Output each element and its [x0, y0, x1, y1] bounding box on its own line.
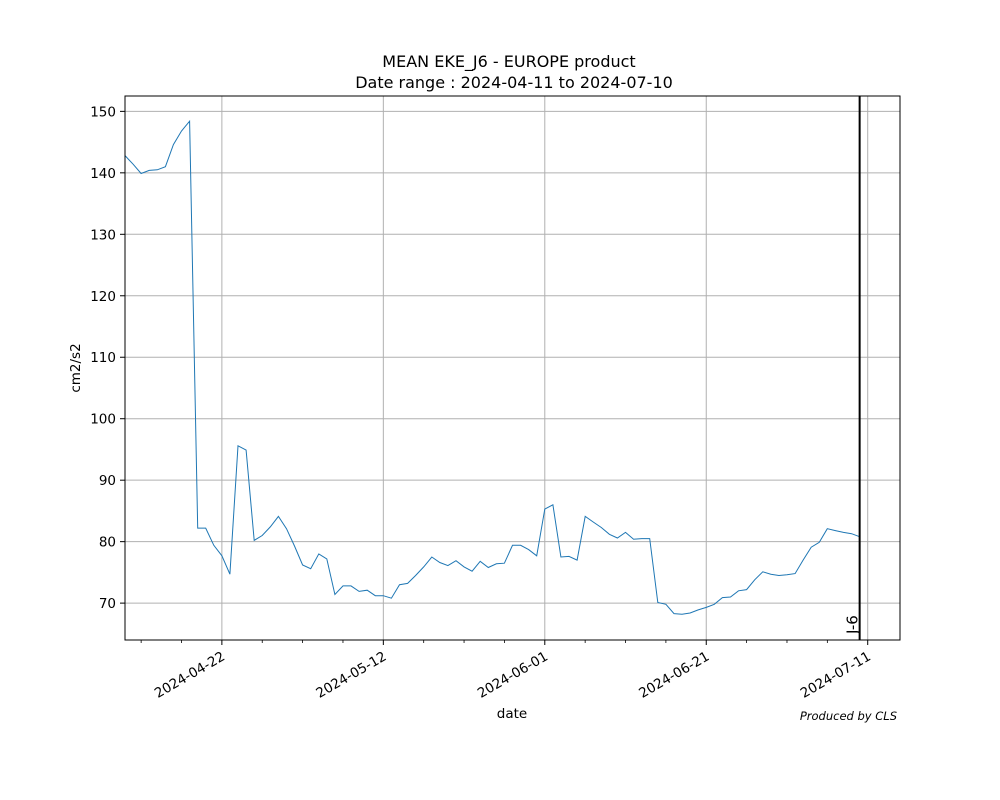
y-tick-label: 90: [99, 473, 116, 489]
y-axis-label: cm2/s2: [68, 343, 84, 392]
x-tick-label: 2024-06-21: [636, 649, 712, 702]
series-line: [124, 119, 860, 615]
y-tick-label: 80: [99, 535, 116, 551]
y-tick-label: 100: [90, 412, 116, 428]
x-tick-label: 2024-05-12: [313, 649, 389, 702]
chart-subtitle: Date range : 2024-04-11 to 2024-07-10: [355, 73, 673, 92]
plot-frame: [124, 95, 901, 641]
y-tick-label: 140: [90, 166, 116, 182]
y-tick-label: 110: [90, 350, 116, 366]
y-tick-label: 150: [90, 104, 116, 120]
x-tick-label: 2024-06-01: [475, 649, 551, 702]
grid: [125, 96, 900, 640]
x-axis: 2024-04-22 2024-05-12 2024-06-01 2024-06-21…: [140, 640, 874, 702]
y-tick-label: 130: [90, 227, 116, 243]
data-layer: [124, 119, 860, 615]
credit-note: Produced by CLS: [800, 709, 897, 723]
x-tick-label: 2024-04-22: [152, 649, 228, 702]
x-tick-label: 2024-07-11: [798, 649, 874, 702]
y-tick-label: 70: [99, 596, 116, 612]
plot-area: J-6 2024-04-22 2024-05-12 2024-06-01 2024-0…: [90, 95, 901, 702]
marker-label: J-6: [844, 615, 862, 635]
marker-layer: J-6: [844, 96, 862, 640]
y-tick-label: 120: [90, 289, 116, 305]
chart-title: MEAN EKE_J6 - EUROPE product: [382, 52, 635, 72]
y-axis: 70 80 90 100 110 120 130 140 150: [90, 104, 125, 612]
x-axis-label: date: [497, 706, 527, 722]
